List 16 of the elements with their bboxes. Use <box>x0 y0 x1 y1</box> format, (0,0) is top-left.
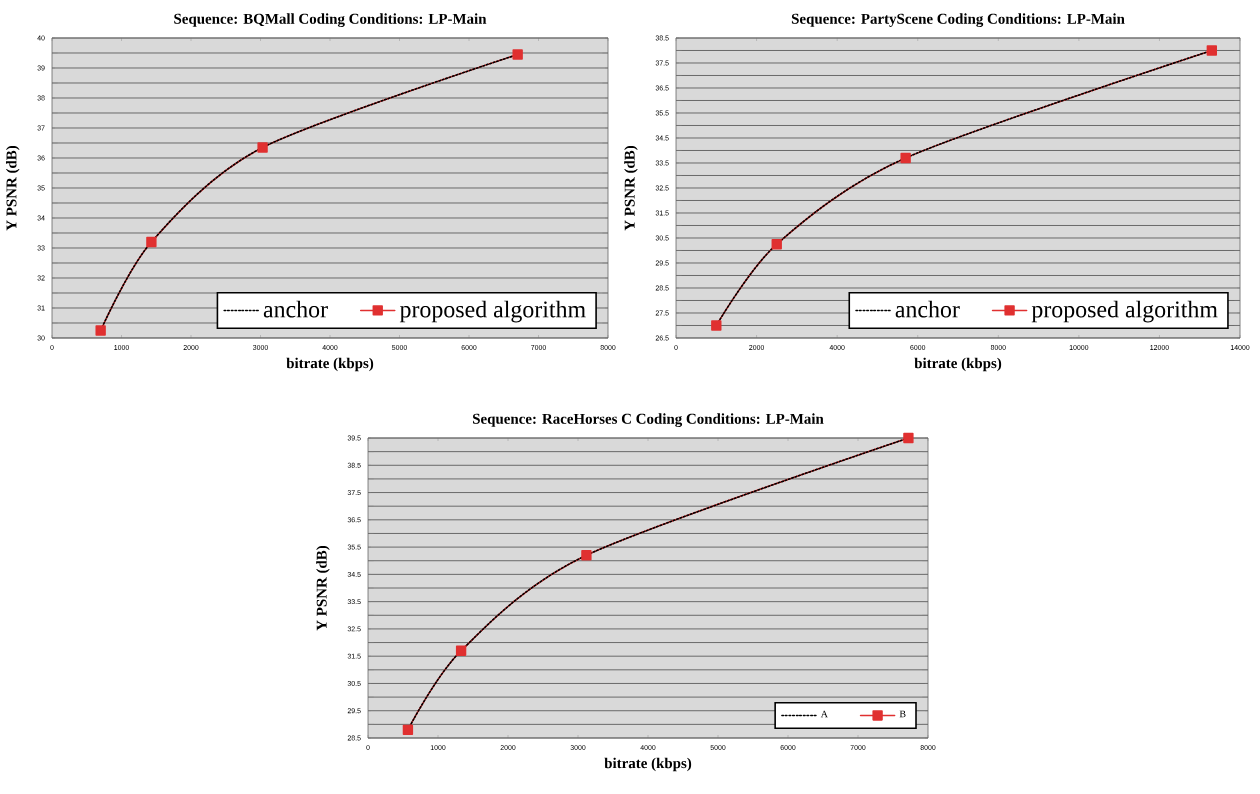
point <box>455 645 467 656</box>
legend-label: proposed algorithm <box>399 300 586 323</box>
point <box>402 724 414 735</box>
point <box>512 49 523 60</box>
point <box>581 550 592 561</box>
point <box>903 432 914 444</box>
point <box>95 325 106 336</box>
legend-label: proposed algorithm <box>1031 300 1218 323</box>
point <box>900 152 911 164</box>
point <box>711 320 722 331</box>
legend-label: anchor <box>263 300 328 318</box>
point <box>771 239 782 250</box>
legend-label: anchor <box>895 300 960 318</box>
point <box>1206 45 1218 56</box>
point <box>257 142 268 153</box>
point <box>146 236 157 248</box>
